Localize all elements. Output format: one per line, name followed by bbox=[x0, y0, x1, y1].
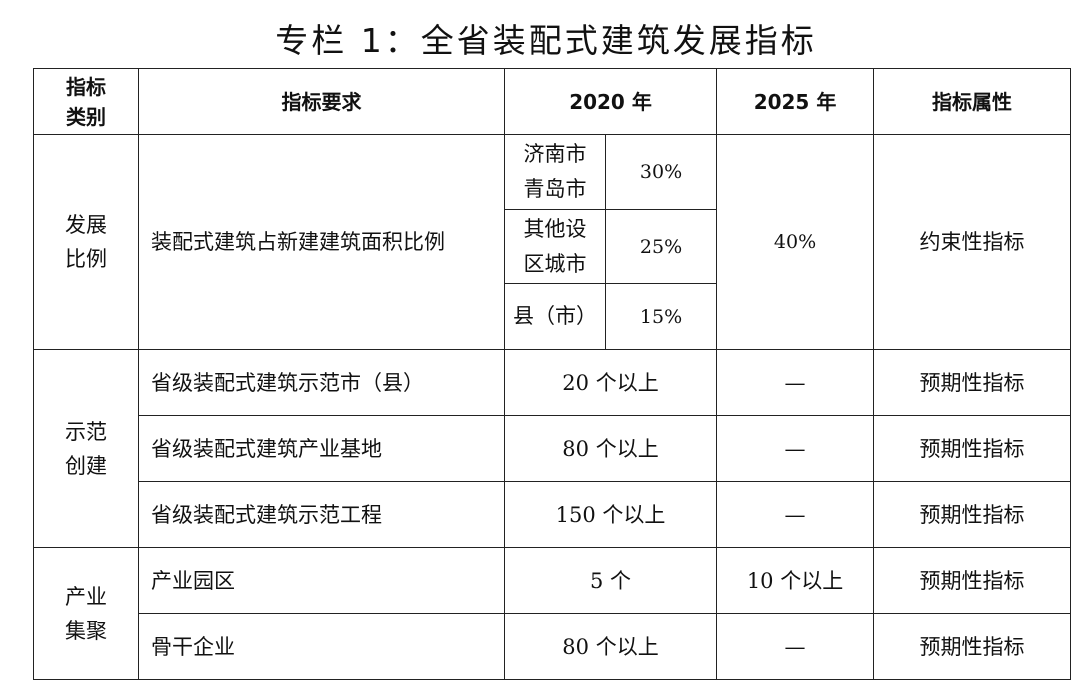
region-line1: 济南市 bbox=[523, 142, 587, 166]
attribute-cell: 预期性指标 bbox=[873, 415, 1072, 482]
y2025-cell: — bbox=[716, 349, 875, 416]
requirement-cell: 省级装配式建筑示范市（县） bbox=[138, 349, 505, 416]
requirement-cell: 省级装配式建筑产业基地 bbox=[138, 415, 505, 482]
requirement-cell: 省级装配式建筑示范工程 bbox=[138, 481, 505, 548]
category-line1: 示范 bbox=[65, 419, 107, 444]
region-line1: 其他设 bbox=[523, 216, 587, 241]
attribute-cell: 约束性指标 bbox=[873, 134, 1072, 350]
y2025-cell: — bbox=[716, 481, 875, 548]
header-attribute: 指标属性 bbox=[873, 68, 1072, 135]
value-cell: 30% bbox=[604, 134, 718, 210]
region-line2: 青岛市 bbox=[523, 177, 587, 201]
y2020-cell: 80 个以上 bbox=[503, 613, 718, 680]
category-line2: 创建 bbox=[65, 453, 107, 478]
category-line1: 产业 bbox=[65, 584, 107, 609]
requirement-cell: 装配式建筑占新建建筑面积比例 bbox=[138, 134, 505, 350]
y2020-cell: 150 个以上 bbox=[503, 481, 718, 548]
attribute-cell: 预期性指标 bbox=[873, 547, 1072, 614]
value-cell: 25% bbox=[604, 209, 718, 284]
table-header-row: 指标 类别 指标要求 2020 年 2025 年 指标属性 bbox=[33, 68, 1072, 135]
table-row: 骨干企业 80 个以上 — 预期性指标 bbox=[34, 613, 1072, 680]
attribute-cell: 预期性指标 bbox=[873, 481, 1072, 548]
table-row: 示范 创建 省级装配式建筑示范市（县） 20 个以上 — 预期性指标 bbox=[33, 349, 1072, 548]
category-line1: 发展 bbox=[65, 213, 107, 237]
region-cell: 其他设 区城市 bbox=[504, 209, 606, 284]
region-cell: 济南市 青岛市 bbox=[504, 134, 606, 210]
header-category-line1: 指标 bbox=[66, 74, 106, 99]
header-requirement: 指标要求 bbox=[138, 68, 505, 135]
page-title: 专栏 1：全省装配式建筑发展指标 bbox=[275, 21, 817, 60]
requirement-cell: 产业园区 bbox=[138, 547, 505, 614]
indicator-table: 指标 类别 指标要求 2020 年 2025 年 指标属性 发展 比例 装配式建… bbox=[33, 68, 1072, 680]
category-cell-development: 发展 比例 bbox=[33, 134, 139, 350]
y2020-cell: 80 个以上 bbox=[503, 415, 718, 482]
header-category-line2: 类别 bbox=[66, 104, 106, 129]
value-cell: 15% bbox=[604, 283, 718, 350]
category-line2: 比例 bbox=[65, 247, 107, 271]
header-category: 指标 类别 bbox=[33, 68, 139, 135]
y2025-cell: — bbox=[716, 613, 875, 680]
region-cell: 县（市） bbox=[504, 283, 606, 350]
category-line2: 集聚 bbox=[65, 618, 107, 643]
y2020-cell: 5 个 bbox=[503, 547, 718, 614]
y2025-cell: 40% bbox=[716, 134, 875, 350]
header-2020: 2020 年 bbox=[503, 68, 718, 135]
table-row: 产业 集聚 产业园区 5 个 10 个以上 预期性指标 bbox=[33, 547, 1072, 680]
table-row: 省级装配式建筑产业基地 80 个以上 — 预期性指标 bbox=[34, 415, 1072, 482]
category-cell-industry: 产业 集聚 bbox=[33, 547, 139, 680]
y2025-cell: 10 个以上 bbox=[716, 547, 875, 614]
region-line2: 区城市 bbox=[523, 251, 587, 276]
attribute-cell: 预期性指标 bbox=[873, 349, 1072, 416]
category-cell-demonstration: 示范 创建 bbox=[33, 349, 139, 548]
y2025-cell: — bbox=[716, 415, 875, 482]
attribute-cell: 预期性指标 bbox=[873, 613, 1072, 680]
table-row: 发展 比例 装配式建筑占新建建筑面积比例 济南市 青岛市 30% 40% 约束性… bbox=[33, 134, 1072, 350]
y2020-cell: 20 个以上 bbox=[503, 349, 718, 416]
header-2025: 2025 年 bbox=[716, 68, 875, 135]
table-row: 省级装配式建筑示范工程 150 个以上 — 预期性指标 bbox=[34, 481, 1072, 548]
requirement-cell: 骨干企业 bbox=[138, 613, 505, 680]
